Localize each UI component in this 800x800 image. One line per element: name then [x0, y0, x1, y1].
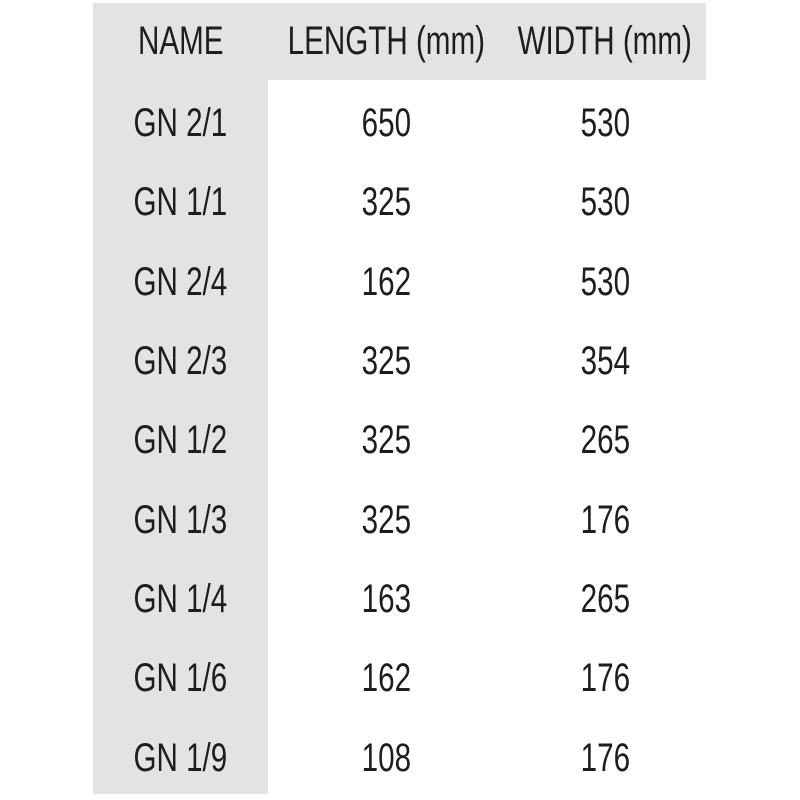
size-table: NAME LENGTH (mm) WIDTH (mm) GN 2/1 650 5…	[93, 3, 706, 794]
row-length-cell: 325	[268, 476, 504, 556]
row-width-cell: 530	[504, 238, 706, 318]
row-name-label: GN 1/2	[133, 418, 228, 463]
row-name-label: GN 2/1	[133, 101, 228, 146]
row-name-label: GN 1/4	[133, 577, 228, 622]
column-header-width-label: WIDTH (mm)	[517, 19, 693, 63]
row-length-cell: 162	[268, 238, 504, 318]
row-length-value: 108	[361, 735, 411, 780]
row-name-label: GN 2/4	[133, 259, 228, 304]
row-width-value: 265	[580, 577, 630, 622]
column-header-length-label: LENGTH (mm)	[287, 19, 485, 63]
row-width-value: 176	[580, 497, 630, 542]
row-name-cell: GN 1/1	[93, 159, 268, 239]
row-width-cell: 265	[504, 397, 706, 477]
row-width-cell: 176	[504, 714, 706, 794]
row-name-cell: GN 2/1	[93, 80, 268, 160]
row-name-label: GN 1/1	[133, 180, 228, 225]
row-name-label: GN 1/3	[133, 497, 228, 542]
row-length-value: 325	[361, 180, 411, 225]
row-name-cell: GN 1/2	[93, 397, 268, 477]
row-length-value: 162	[361, 259, 411, 304]
column-header-name: NAME	[93, 3, 268, 80]
row-width-cell: 530	[504, 159, 706, 239]
row-width-cell: 176	[504, 635, 706, 715]
column-header-length: LENGTH (mm)	[268, 3, 504, 80]
row-width-value: 530	[580, 180, 630, 225]
row-width-value: 265	[580, 418, 630, 463]
row-name-cell: GN 2/4	[93, 238, 268, 318]
row-name-label: GN 2/3	[133, 339, 228, 384]
row-length-cell: 108	[268, 714, 504, 794]
row-length-cell: 325	[268, 159, 504, 239]
row-length-cell: 650	[268, 80, 504, 160]
row-width-value: 530	[580, 259, 630, 304]
row-length-cell: 163	[268, 556, 504, 636]
row-name-label: GN 1/9	[133, 735, 228, 780]
column-header-width: WIDTH (mm)	[504, 3, 706, 80]
row-name-cell: GN 1/9	[93, 714, 268, 794]
row-width-cell: 354	[504, 318, 706, 398]
row-name-cell: GN 1/4	[93, 556, 268, 636]
row-width-cell: 265	[504, 556, 706, 636]
row-length-value: 325	[361, 497, 411, 542]
row-length-value: 325	[361, 418, 411, 463]
row-width-value: 530	[580, 101, 630, 146]
row-width-cell: 530	[504, 80, 706, 160]
row-length-value: 162	[361, 656, 411, 701]
column-header-name-label: NAME	[137, 19, 224, 63]
row-width-value: 176	[580, 735, 630, 780]
row-length-value: 163	[361, 577, 411, 622]
row-length-cell: 325	[268, 397, 504, 477]
row-name-cell: GN 1/3	[93, 476, 268, 556]
row-name-cell: GN 1/6	[93, 635, 268, 715]
row-name-cell: GN 2/3	[93, 318, 268, 398]
row-length-value: 325	[361, 339, 411, 384]
row-width-cell: 176	[504, 476, 706, 556]
row-length-cell: 162	[268, 635, 504, 715]
row-length-value: 650	[361, 101, 411, 146]
row-width-value: 176	[580, 656, 630, 701]
row-width-value: 354	[580, 339, 630, 384]
row-length-cell: 325	[268, 318, 504, 398]
row-name-label: GN 1/6	[133, 656, 228, 701]
